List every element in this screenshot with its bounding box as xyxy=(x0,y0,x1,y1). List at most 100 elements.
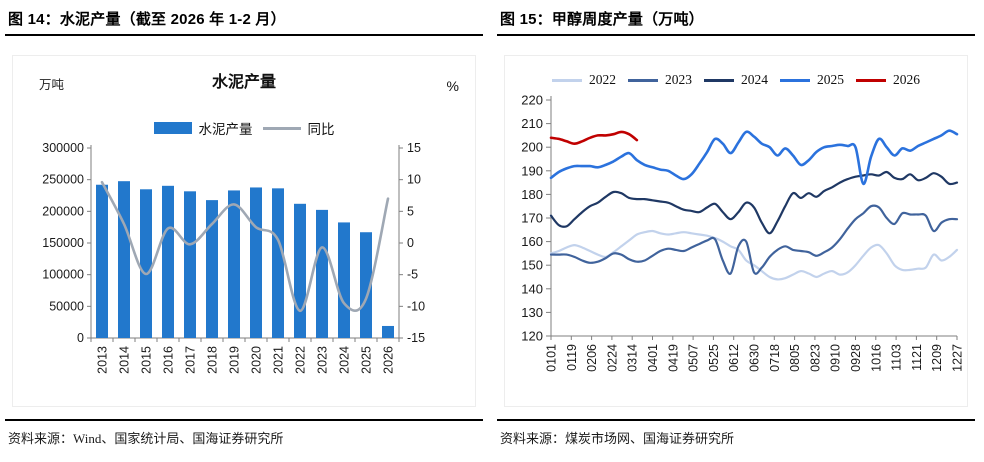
svg-text:130: 130 xyxy=(521,305,543,320)
svg-text:-15: -15 xyxy=(407,331,425,345)
svg-text:0: 0 xyxy=(77,331,84,345)
bar-2022 xyxy=(294,203,306,338)
svg-text:0718: 0718 xyxy=(768,344,782,372)
svg-text:2026: 2026 xyxy=(382,346,396,374)
svg-text:150000: 150000 xyxy=(42,236,84,250)
svg-text:0401: 0401 xyxy=(646,344,660,372)
cement-bars xyxy=(96,181,394,338)
line-swatch xyxy=(628,78,658,82)
svg-text:0419: 0419 xyxy=(666,344,680,372)
cement-axes: 0 50000 100000 150000 200000 250000 300000 -15 -… xyxy=(42,141,425,345)
svg-text:200000: 200000 xyxy=(42,204,84,218)
svg-text:2024: 2024 xyxy=(338,346,352,374)
svg-text:2019: 2019 xyxy=(228,346,242,374)
legend-label: 同比 xyxy=(307,122,335,137)
source-note-methanol: 资料来源：煤炭市场网、国海证券研究所 xyxy=(500,431,735,446)
svg-text:2023: 2023 xyxy=(316,346,330,374)
svg-text:-5: -5 xyxy=(407,268,418,282)
svg-text:220: 220 xyxy=(521,93,543,108)
svg-text:210: 210 xyxy=(521,116,543,131)
legend-label: 2022 xyxy=(589,72,616,87)
svg-text:0928: 0928 xyxy=(849,344,863,372)
svg-text:1103: 1103 xyxy=(890,344,904,371)
figure-title-14: 图 14：水泥产量（截至 2026 年 1-2 月） xyxy=(8,11,286,28)
legend-label: 2023 xyxy=(665,72,692,87)
yoy-line xyxy=(100,180,390,313)
series-line-2026 xyxy=(549,130,639,146)
legend-item-2025: 2025 xyxy=(780,72,844,88)
legend-item-2022: 2022 xyxy=(552,72,616,88)
svg-text:2015: 2015 xyxy=(140,346,154,374)
svg-text:2014: 2014 xyxy=(118,346,132,374)
right-axis-unit-label: % xyxy=(446,78,459,94)
svg-text:0: 0 xyxy=(407,236,414,250)
bar-2013 xyxy=(96,184,108,338)
left-axis-unit-label: 万吨 xyxy=(39,78,65,92)
svg-text:2018: 2018 xyxy=(206,346,220,374)
svg-text:0101: 0101 xyxy=(545,344,559,372)
cement-chart-header: 万吨 水泥产量 % xyxy=(13,56,475,108)
svg-text:2022: 2022 xyxy=(294,346,308,374)
svg-text:200: 200 xyxy=(521,140,543,155)
methanol-plot: 120 130 140 150 160 170 180 190 200 210 220 0101 011… xyxy=(521,93,965,372)
bar-2025 xyxy=(360,232,372,338)
svg-text:2013: 2013 xyxy=(96,346,110,374)
figure-panel-cement: 图 14：水泥产量（截至 2026 年 1-2 月） 万吨 水泥产量 % 水泥产… xyxy=(5,11,483,446)
bar-swatch xyxy=(153,122,192,134)
legend-label: 2025 xyxy=(817,72,844,87)
svg-text:2020: 2020 xyxy=(250,346,264,374)
legend-item-2026: 2026 xyxy=(856,72,920,88)
svg-text:1016: 1016 xyxy=(869,344,883,372)
svg-text:100000: 100000 xyxy=(42,268,84,282)
bar-2023 xyxy=(316,209,328,338)
svg-text:2021: 2021 xyxy=(272,346,286,374)
svg-text:2025: 2025 xyxy=(360,346,374,374)
series-line-2025 xyxy=(549,129,959,186)
svg-text:10: 10 xyxy=(407,173,421,187)
methanol-series xyxy=(549,129,959,281)
svg-text:170: 170 xyxy=(521,211,543,226)
svg-text:2016: 2016 xyxy=(162,346,176,374)
svg-text:0630: 0630 xyxy=(748,344,762,372)
series-line-2022 xyxy=(549,229,959,281)
line-swatch xyxy=(856,78,886,82)
svg-text:0805: 0805 xyxy=(788,344,802,372)
bar-2016 xyxy=(162,185,174,338)
svg-text:5: 5 xyxy=(407,204,414,218)
legend-label: 2026 xyxy=(893,72,920,87)
line-swatch xyxy=(262,126,301,130)
svg-text:1209: 1209 xyxy=(930,344,944,372)
svg-text:0525: 0525 xyxy=(707,344,721,372)
cement-plot: 0 50000 100000 150000 200000 250000 300000 -15 -… xyxy=(42,141,425,374)
svg-text:15: 15 xyxy=(407,141,421,155)
title-rule xyxy=(497,34,975,36)
cement-legend: 水泥产量 同比 xyxy=(13,118,475,138)
bar-2015 xyxy=(140,189,152,338)
svg-text:1227: 1227 xyxy=(951,344,965,372)
methanol-x-labels: 0101 0119 0206 0224 0314 0401 0419 0507 0525 0612… xyxy=(545,336,965,372)
svg-text:140: 140 xyxy=(521,281,543,296)
svg-text:-10: -10 xyxy=(407,299,425,313)
line-swatch xyxy=(704,78,734,82)
series-line-2024 xyxy=(549,170,959,235)
svg-text:190: 190 xyxy=(521,163,543,178)
bar-2024 xyxy=(338,222,350,338)
svg-text:160: 160 xyxy=(521,234,543,249)
source-note-cement: 资料来源：Wind、国家统计局、国海证券研究所 xyxy=(8,431,284,446)
line-swatch xyxy=(552,78,582,82)
legend-label: 水泥产量 xyxy=(198,122,253,137)
svg-text:0314: 0314 xyxy=(626,344,640,372)
cement-x-labels: 2013 2014 2015 2016 2017 2018 2019 2020 2021 2022… xyxy=(96,346,396,374)
methanol-axes: 120 130 140 150 160 170 180 190 200 210 220 xyxy=(521,93,957,344)
svg-text:0612: 0612 xyxy=(727,344,741,372)
bar-2026 xyxy=(382,325,394,338)
legend-item-2023: 2023 xyxy=(628,72,692,88)
bar-2014 xyxy=(118,181,130,338)
legend-item-yoy: 同比 xyxy=(262,118,335,138)
line-swatch xyxy=(780,78,810,82)
bar-2020 xyxy=(250,187,262,338)
legend-item-2024: 2024 xyxy=(704,72,768,88)
svg-text:0206: 0206 xyxy=(585,344,599,372)
svg-text:250000: 250000 xyxy=(42,173,84,187)
svg-text:150: 150 xyxy=(521,258,543,273)
